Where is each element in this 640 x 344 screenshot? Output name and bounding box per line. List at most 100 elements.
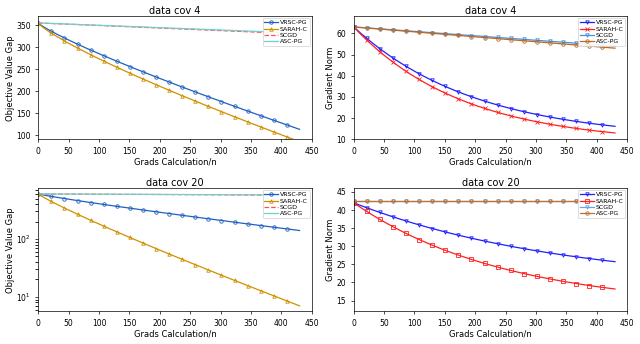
ASC-PG [209, 193, 216, 197]
SCGD [417, 30, 425, 34]
SARAH-C [102, 60, 109, 64]
SARAH-C [468, 258, 476, 262]
Title: data cov 4: data cov 4 [465, 6, 516, 15]
SARAH-C [35, 21, 42, 25]
X-axis label: Grads Calculation/n: Grads Calculation/n [449, 158, 532, 166]
SCGD [209, 28, 216, 32]
SCGD [231, 193, 239, 197]
SCGD [350, 25, 358, 29]
SARAH-C [417, 78, 425, 83]
VRSC-PG [35, 21, 42, 25]
SCGD [296, 193, 303, 197]
ASC-PG [152, 25, 160, 30]
SCGD [547, 199, 554, 203]
Y-axis label: Gradient Norm: Gradient Norm [326, 219, 335, 281]
VRSC-PG [296, 127, 303, 131]
ASC-PG [396, 29, 404, 33]
SCGD [81, 192, 88, 196]
Legend: VRSC-PG, SARAH-C, SCGD, ASC-PG: VRSC-PG, SARAH-C, SCGD, ASC-PG [578, 190, 625, 218]
SARAH-C [396, 65, 404, 69]
Line: SARAH-C: SARAH-C [352, 201, 617, 291]
VRSC-PG [152, 75, 160, 79]
SCGD [417, 199, 425, 203]
SCGD [504, 199, 511, 203]
VRSC-PG [231, 105, 239, 109]
Legend: VRSC-PG, SARAH-C, SCGD, ASC-PG: VRSC-PG, SARAH-C, SCGD, ASC-PG [578, 18, 625, 46]
X-axis label: Grads Calculation/n: Grads Calculation/n [449, 330, 532, 338]
VRSC-PG [547, 115, 554, 119]
ASC-PG [188, 193, 196, 197]
Line: VRSC-PG: VRSC-PG [36, 21, 301, 131]
SARAH-C [417, 238, 425, 243]
SCGD [396, 28, 404, 32]
SARAH-C [102, 225, 109, 229]
SCGD [35, 21, 42, 25]
ASC-PG [231, 29, 239, 33]
Line: VRSC-PG: VRSC-PG [36, 192, 301, 232]
SARAH-C [152, 83, 160, 87]
VRSC-PG [188, 215, 196, 219]
SCGD [152, 192, 160, 196]
VRSC-PG [81, 45, 88, 50]
SCGD [296, 32, 303, 36]
Legend: VRSC-PG, SARAH-C, SCGD, ASC-PG: VRSC-PG, SARAH-C, SCGD, ASC-PG [262, 18, 310, 46]
SARAH-C [152, 247, 160, 251]
ASC-PG [209, 28, 216, 32]
ASC-PG [504, 37, 511, 42]
VRSC-PG [152, 210, 160, 214]
ASC-PG [468, 34, 476, 39]
VRSC-PG [209, 217, 216, 222]
Line: SARAH-C: SARAH-C [352, 25, 617, 135]
ASC-PG [547, 41, 554, 45]
ASC-PG [417, 199, 425, 203]
VRSC-PG [504, 106, 511, 110]
VRSC-PG [417, 73, 425, 77]
VRSC-PG [102, 203, 109, 207]
VRSC-PG [35, 192, 42, 196]
SCGD [350, 199, 358, 203]
SARAH-C [547, 277, 554, 281]
SCGD [81, 23, 88, 27]
ASC-PG [350, 199, 358, 203]
VRSC-PG [611, 260, 619, 264]
SARAH-C [296, 304, 303, 308]
Line: ASC-PG: ASC-PG [352, 25, 617, 50]
ASC-PG [231, 193, 239, 197]
ASC-PG [35, 21, 42, 25]
VRSC-PG [504, 244, 511, 248]
SCGD [611, 44, 619, 48]
SCGD [524, 199, 532, 203]
SCGD [152, 26, 160, 30]
SCGD [231, 29, 239, 33]
SARAH-C [350, 201, 358, 205]
SARAH-C [188, 98, 196, 102]
SCGD [102, 192, 109, 196]
Y-axis label: Gradient Norm: Gradient Norm [326, 47, 335, 109]
ASC-PG [611, 46, 619, 50]
ASC-PG [524, 39, 532, 43]
SARAH-C [209, 106, 216, 110]
SCGD [524, 37, 532, 42]
SARAH-C [231, 279, 239, 283]
ASC-PG [188, 27, 196, 31]
VRSC-PG [396, 217, 404, 221]
SARAH-C [188, 261, 196, 266]
Title: data cov 20: data cov 20 [146, 178, 204, 187]
SARAH-C [81, 215, 88, 219]
SARAH-C [81, 50, 88, 54]
Line: SCGD: SCGD [38, 194, 300, 195]
Title: data cov 4: data cov 4 [149, 6, 201, 15]
SARAH-C [504, 113, 511, 117]
Line: ASC-PG: ASC-PG [352, 199, 617, 203]
SCGD [209, 193, 216, 197]
X-axis label: Grads Calculation/n: Grads Calculation/n [134, 158, 216, 166]
Y-axis label: Objective Value Gap: Objective Value Gap [6, 207, 15, 293]
Line: VRSC-PG: VRSC-PG [352, 25, 617, 128]
ASC-PG [81, 192, 88, 196]
SARAH-C [396, 228, 404, 233]
Line: VRSC-PG: VRSC-PG [352, 201, 617, 264]
VRSC-PG [468, 95, 476, 99]
ASC-PG [296, 31, 303, 35]
SCGD [188, 193, 196, 197]
ASC-PG [35, 192, 42, 196]
